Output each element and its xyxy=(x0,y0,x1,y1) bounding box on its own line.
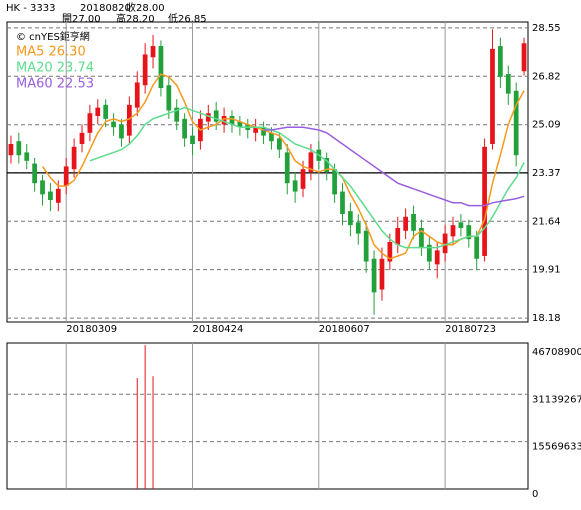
date: 20180820 xyxy=(80,3,131,14)
x-tick-label: 20180309 xyxy=(66,324,117,335)
candle-body xyxy=(308,152,314,172)
volume-tick-label: 0 xyxy=(532,489,538,500)
volume-tick-label: 15569633 xyxy=(532,442,581,453)
candle-body xyxy=(182,118,187,139)
y-tick-label: 18.18 xyxy=(532,313,561,324)
candle-body xyxy=(134,82,140,108)
candle-body xyxy=(95,107,101,117)
legend-entry: MA5 26.30 xyxy=(16,45,86,60)
candle-body xyxy=(221,116,227,125)
candle-body xyxy=(205,113,211,122)
candle-body xyxy=(498,46,503,77)
symbol: HK - 3333 xyxy=(6,3,56,14)
candle-body xyxy=(158,46,164,89)
candle-body xyxy=(505,74,511,94)
candle-body xyxy=(8,144,14,156)
x-tick-label: 20180424 xyxy=(193,324,244,335)
y-tick-label: 23.37 xyxy=(532,168,561,179)
candle-body xyxy=(324,158,330,172)
candle-body xyxy=(292,180,298,192)
candle-body xyxy=(513,90,519,156)
candle-body xyxy=(387,241,393,262)
candle-body xyxy=(261,127,266,136)
candle-body xyxy=(229,116,235,125)
candle-body xyxy=(103,104,109,119)
candle-body xyxy=(174,107,180,122)
candle-body xyxy=(79,132,85,145)
candle-body xyxy=(32,163,37,184)
candle-body xyxy=(379,258,385,290)
volume-frame xyxy=(6,342,529,490)
candle-body xyxy=(521,43,527,72)
candle-body xyxy=(190,135,195,145)
candle-body xyxy=(332,169,337,195)
candle-body xyxy=(40,180,45,195)
y-tick-label: 19.91 xyxy=(532,265,561,276)
source: © cnYES鉅亨網 xyxy=(16,30,90,43)
volume-tick-label: 31139267 xyxy=(532,394,581,405)
close-label: 收28.00 xyxy=(126,1,165,14)
candle-body xyxy=(142,54,148,86)
candle-body xyxy=(16,141,22,156)
candle-body xyxy=(474,236,480,259)
candle-body xyxy=(458,222,464,228)
volume-tick-label: 46708900 xyxy=(532,347,581,358)
candle-body xyxy=(466,225,472,240)
candle-body xyxy=(490,48,495,145)
candle-body xyxy=(355,222,361,234)
candle-body xyxy=(284,152,290,184)
candle-body xyxy=(411,213,416,231)
candle-body xyxy=(63,166,69,186)
candle-body xyxy=(395,227,401,245)
ma-line xyxy=(263,126,525,207)
low-label: 低26.85 xyxy=(168,12,207,25)
x-tick-label: 20180607 xyxy=(319,324,370,335)
candle-body xyxy=(87,113,93,133)
candle-body xyxy=(119,124,124,139)
candle-body xyxy=(403,216,409,231)
y-tick-label: 21.64 xyxy=(532,216,561,227)
high-label: 高28.20 xyxy=(116,12,155,25)
candle-body xyxy=(150,46,156,58)
candle-body xyxy=(426,244,432,262)
candle-body xyxy=(55,188,61,203)
candle-body xyxy=(276,138,282,150)
candle-body xyxy=(340,191,345,214)
candle-body xyxy=(126,104,132,136)
candle-body xyxy=(24,152,30,161)
candle-body xyxy=(253,127,259,133)
candle-body xyxy=(237,121,243,128)
candle-body xyxy=(434,250,440,265)
candle-body xyxy=(71,146,77,170)
candle-body xyxy=(166,85,172,111)
candle-body xyxy=(300,169,306,189)
candle-body xyxy=(419,227,424,248)
y-tick-label: 28.55 xyxy=(532,23,561,34)
candle-body xyxy=(269,132,274,142)
ma-line xyxy=(89,106,525,249)
y-tick-label: 25.09 xyxy=(532,120,561,131)
x-tick-label: 20180723 xyxy=(445,324,496,335)
candle-body xyxy=(111,121,116,128)
candle-body xyxy=(442,233,448,254)
legend-entry: MA60 22.53 xyxy=(16,77,94,92)
legend-entry: MA20 23.74 xyxy=(16,61,94,76)
candle-body xyxy=(48,191,53,200)
y-tick-label: 26.82 xyxy=(532,71,561,82)
candle-body xyxy=(371,258,377,293)
candle-body xyxy=(363,230,369,262)
ma-line xyxy=(41,73,525,260)
candle-body xyxy=(482,146,487,256)
price-frame xyxy=(6,21,529,323)
candle-body xyxy=(450,225,456,237)
candle-body xyxy=(213,110,219,122)
open-label: 開27.00 xyxy=(62,13,101,25)
candle-body xyxy=(348,211,353,226)
